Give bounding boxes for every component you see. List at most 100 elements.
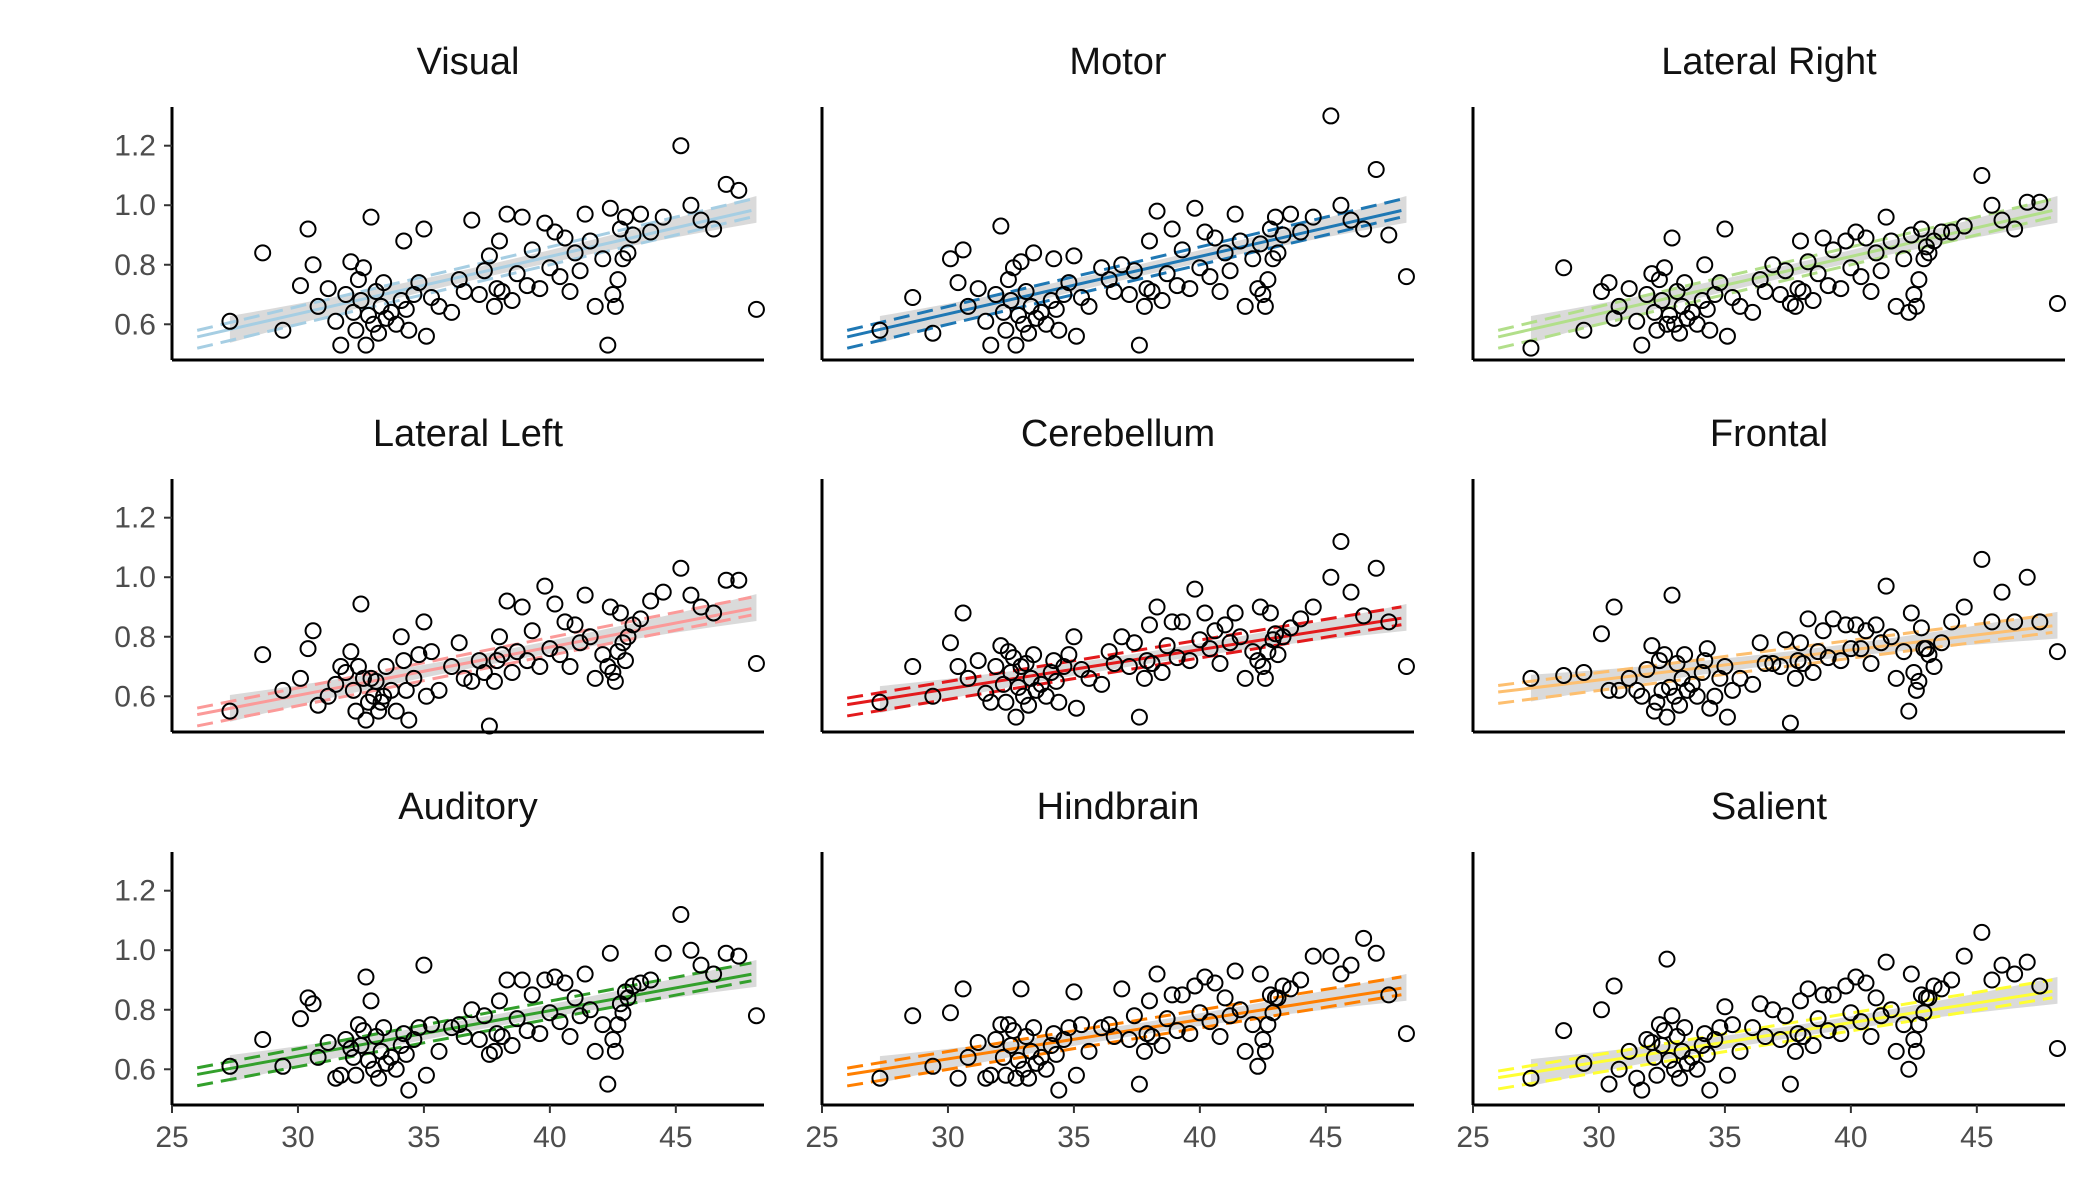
data-point xyxy=(392,628,410,646)
data-point xyxy=(604,286,622,304)
data-point xyxy=(221,312,239,330)
data-point xyxy=(1173,986,1191,1004)
data-point xyxy=(1181,652,1199,670)
data-point xyxy=(959,669,977,687)
y-tick-label: 1.0 xyxy=(114,561,156,594)
panel-title: Motor xyxy=(1069,41,1166,83)
y-tick-label: 1.0 xyxy=(114,934,156,967)
x-tick-label: 30 xyxy=(281,1121,314,1154)
data-point xyxy=(518,1022,536,1040)
data-point xyxy=(1832,280,1850,298)
data-point xyxy=(1027,1054,1045,1072)
data-point xyxy=(609,271,627,289)
data-point xyxy=(1799,253,1817,271)
x-tick-label: 25 xyxy=(1456,1121,1489,1154)
data-point xyxy=(949,1069,967,1087)
data-point xyxy=(1610,681,1628,699)
data-point xyxy=(1648,1066,1666,1084)
data-point xyxy=(941,1004,959,1022)
data-point xyxy=(470,1031,488,1049)
data-point xyxy=(601,598,619,616)
data-point xyxy=(1973,923,1991,941)
data-point xyxy=(1877,953,1895,971)
data-point xyxy=(1660,678,1678,696)
data-point xyxy=(2031,613,2049,631)
data-point xyxy=(551,1013,569,1031)
data-point xyxy=(1037,1060,1055,1078)
data-point xyxy=(274,321,292,339)
data-point xyxy=(571,262,589,280)
data-point xyxy=(1925,658,1943,676)
data-point xyxy=(1877,577,1895,595)
data-point xyxy=(1254,658,1272,676)
data-point xyxy=(332,1066,350,1084)
data-point xyxy=(619,244,637,262)
data-point xyxy=(1832,1025,1850,1043)
data-point xyxy=(498,592,516,610)
data-point xyxy=(1266,625,1284,643)
data-point xyxy=(1776,631,1794,649)
data-point xyxy=(1786,1042,1804,1060)
data-point xyxy=(304,256,322,274)
data-point xyxy=(352,291,370,309)
data-point xyxy=(508,643,526,661)
data-point xyxy=(1282,205,1300,223)
data-point xyxy=(1575,663,1593,681)
dashed-bound-line xyxy=(1498,630,2053,705)
data-point xyxy=(377,1054,395,1072)
data-point xyxy=(606,1042,624,1060)
data-point xyxy=(523,622,541,640)
data-point xyxy=(1701,1081,1719,1099)
data-point xyxy=(221,1057,239,1075)
data-point xyxy=(1397,1025,1415,1043)
data-point xyxy=(1698,640,1716,658)
data-point xyxy=(1837,977,1855,995)
panel-title: Lateral Left xyxy=(373,413,564,455)
data-point xyxy=(1216,616,1234,634)
data-point xyxy=(443,303,461,321)
data-point xyxy=(1065,628,1083,646)
data-point xyxy=(422,643,440,661)
data-point xyxy=(475,1007,493,1025)
data-point xyxy=(624,977,642,995)
data-point xyxy=(1158,265,1176,283)
data-point xyxy=(387,702,405,720)
data-point xyxy=(1983,971,2001,989)
data-point xyxy=(969,1033,987,1051)
data-point xyxy=(1025,244,1043,262)
panel-lateral-left: Lateral Left 0.6 0.8 1.0 1.2 xyxy=(114,413,765,735)
data-point xyxy=(347,321,365,339)
data-point xyxy=(546,223,564,241)
data-point xyxy=(291,1010,309,1028)
data-point xyxy=(1655,646,1673,664)
panel-frontal: Frontal xyxy=(1471,413,2066,734)
data-point xyxy=(1211,1028,1229,1046)
x-tick-label: 35 xyxy=(407,1121,440,1154)
data-point xyxy=(319,280,337,298)
data-point xyxy=(1332,533,1350,551)
data-point xyxy=(1744,303,1762,321)
dashed-bound-line xyxy=(1497,197,2053,332)
data-point xyxy=(291,669,309,687)
data-point xyxy=(1650,652,1668,670)
data-point xyxy=(1696,652,1714,670)
data-point xyxy=(291,277,309,295)
data-point xyxy=(1206,974,1224,992)
data-point xyxy=(604,1031,622,1049)
x-tick-label: 40 xyxy=(1183,1121,1216,1154)
data-point xyxy=(1274,977,1292,995)
data-point xyxy=(1857,622,1875,640)
data-point xyxy=(1658,708,1676,726)
y-tick-label: 1.2 xyxy=(114,502,156,535)
data-point xyxy=(1140,992,1158,1010)
data-point xyxy=(1196,968,1214,986)
data-point xyxy=(1638,286,1656,304)
data-point xyxy=(1130,1075,1148,1093)
data-point xyxy=(304,995,322,1013)
data-point xyxy=(1093,675,1111,693)
data-point xyxy=(576,965,594,983)
data-point xyxy=(1791,232,1809,250)
data-point xyxy=(370,1069,388,1087)
data-point xyxy=(1027,681,1045,699)
data-point xyxy=(747,1007,765,1025)
